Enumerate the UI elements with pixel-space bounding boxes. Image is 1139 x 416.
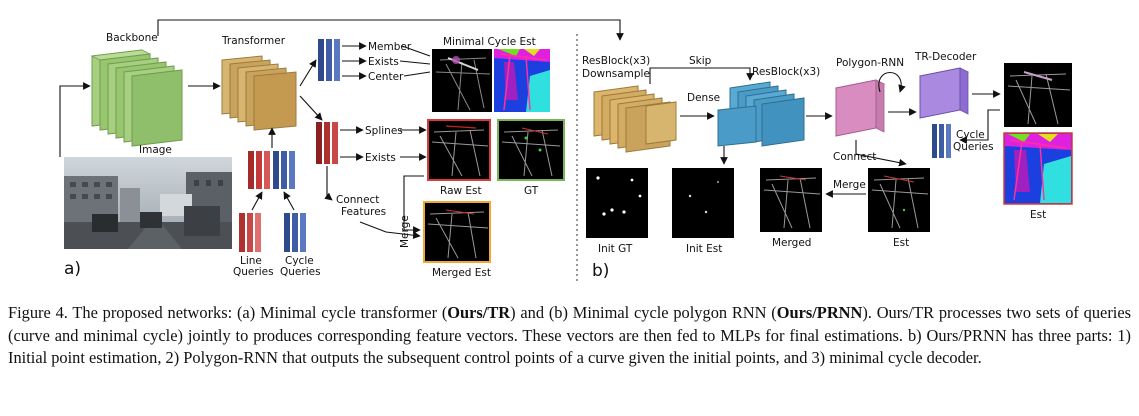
minimal-cycle-est-curves xyxy=(432,49,492,112)
caption-text-1: Figure 4. The proposed networks: (a) Min… xyxy=(8,303,448,322)
merged-est-label: Merged Est xyxy=(432,267,491,279)
cycle-queries-label-1: Cycle xyxy=(285,255,314,267)
final-est-map xyxy=(1003,132,1073,205)
merged-image xyxy=(760,168,822,232)
figure-caption: Figure 4. The proposed networks: (a) Min… xyxy=(8,302,1131,370)
skip-label: Skip xyxy=(689,55,712,67)
caption-text-2: ) and (b) Minimal cycle polygon RNN ( xyxy=(510,303,777,322)
merge-label-a: Merge xyxy=(399,215,411,248)
caption-text-3: ). Ours/TR processes two sets of queries… xyxy=(8,303,1131,367)
init-gt-label: Init GT xyxy=(598,243,633,255)
raw-est-label: Raw Est xyxy=(440,185,482,197)
center-label: Center xyxy=(368,71,404,83)
caption-bold-tr: Ours/TR xyxy=(447,303,511,322)
raw-est-image xyxy=(427,119,491,181)
est-image-b xyxy=(868,168,930,232)
panel-b-label: b) xyxy=(592,261,609,281)
minimal-cycle-est-label: Minimal Cycle Est xyxy=(443,36,536,48)
panel-a-label: a) xyxy=(64,259,81,279)
tr-decoder-label: TR-Decoder xyxy=(914,51,977,63)
combined-queries xyxy=(248,151,295,189)
cycle-queries xyxy=(284,213,306,252)
est-label-b: Est xyxy=(893,237,909,249)
panel-b-arrows xyxy=(649,67,1001,198)
backbone-block xyxy=(90,49,183,147)
cycle-queries-b-label-1: Cycle xyxy=(956,129,985,141)
panel-a-arrows xyxy=(59,19,624,240)
final-est-curves xyxy=(1004,63,1072,127)
transformer-label: Transformer xyxy=(221,35,286,47)
exists-label-top: Exists xyxy=(368,56,399,68)
tr-decoder-block xyxy=(918,67,970,119)
connect-label: Connect xyxy=(833,151,876,163)
resblock-label: ResBlock(x3) xyxy=(752,66,820,78)
line-head-features xyxy=(316,122,338,164)
gt-label: GT xyxy=(524,185,539,197)
transformer-block xyxy=(221,55,297,131)
dense-label: Dense xyxy=(687,92,720,104)
polygon-rnn-label: Polygon-RNN xyxy=(836,57,904,69)
gt-image xyxy=(497,119,565,181)
est-final-label: Est xyxy=(1030,209,1046,221)
merge-label-b: Merge xyxy=(833,179,866,191)
splines-label: Splines xyxy=(365,125,403,137)
line-queries-label-2: Queries xyxy=(233,266,274,278)
connect-features-label-1: Connect xyxy=(336,194,379,206)
init-est-label: Init Est xyxy=(686,243,722,255)
resblock-block xyxy=(717,81,805,147)
init-est-image xyxy=(672,168,734,238)
resblock-downsample-block xyxy=(593,85,677,153)
polygon-rnn-block xyxy=(834,79,886,137)
init-gt-image xyxy=(586,168,648,238)
resblock-downsample-label-1: ResBlock(x3) xyxy=(582,55,650,67)
merged-est-image xyxy=(423,201,491,263)
backbone-label: Backbone xyxy=(106,32,158,44)
cycle-head-features xyxy=(318,39,340,81)
cycle-queries-b xyxy=(932,124,951,158)
input-image xyxy=(64,157,232,249)
merged-label: Merged xyxy=(772,237,811,249)
connect-features-label-2: Features xyxy=(341,206,386,218)
minimal-cycle-est-map xyxy=(494,49,550,112)
member-label: Member xyxy=(368,41,412,53)
image-label: Image xyxy=(139,144,172,156)
resblock-downsample-label-2: Downsample xyxy=(582,68,650,80)
line-queries xyxy=(239,213,261,252)
line-queries-label-1: Line xyxy=(240,255,262,267)
network-figure: Backbone Transformer Image Line Queries xyxy=(59,19,1073,284)
exists-label-mid: Exists xyxy=(365,152,396,164)
caption-bold-prnn: Ours/PRNN xyxy=(776,303,863,322)
cycle-queries-label-2: Queries xyxy=(280,266,321,278)
cycle-queries-b-label-2: Queries xyxy=(953,141,994,153)
